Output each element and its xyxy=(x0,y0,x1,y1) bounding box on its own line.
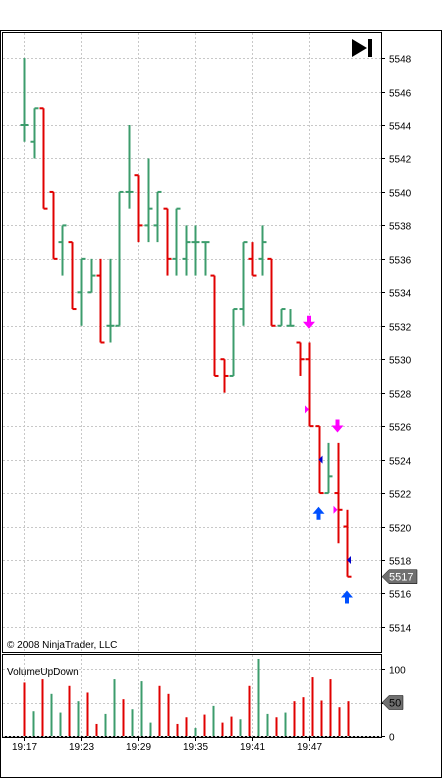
right-triangle-icon xyxy=(305,405,309,414)
ohlc-bar xyxy=(229,308,238,377)
volume-tick-label: 100 xyxy=(389,666,406,677)
ohlc-bar xyxy=(68,241,77,311)
ohlc-bar xyxy=(258,225,267,276)
price-tick-label: 5518 xyxy=(389,557,412,568)
ohlc-bar xyxy=(20,58,29,142)
down-arrow-icon xyxy=(303,315,315,329)
copyright-text: © 2008 NinjaTrader, LLC xyxy=(7,640,117,651)
current-volume-tag: 50 xyxy=(381,695,404,710)
price-tick-label: 5544 xyxy=(389,122,412,133)
ohlc-bar xyxy=(182,225,191,276)
ohlc-bar xyxy=(144,158,153,243)
time-tick-label: 19:47 xyxy=(297,742,322,753)
jump-to-end-icon[interactable] xyxy=(352,39,372,57)
ohlc-bar xyxy=(286,309,295,327)
ohlc-bar xyxy=(77,257,86,326)
ohlc-bar xyxy=(115,190,124,327)
price-tick-label: 5514 xyxy=(389,624,412,635)
ohlc-bar xyxy=(96,258,105,344)
price-tick-label: 5546 xyxy=(389,89,412,100)
chart-frame xyxy=(0,30,442,778)
ohlc-bar xyxy=(153,190,162,243)
ohlc-bar xyxy=(210,274,219,377)
price-tick-label: 5548 xyxy=(389,55,412,66)
ohlc-bar xyxy=(343,509,352,578)
signal-markers xyxy=(303,315,353,604)
current-volume-label: 50 xyxy=(389,698,401,710)
down-arrow-icon xyxy=(331,419,344,433)
ohlc-bar xyxy=(39,107,48,210)
time-tick-label: 19:41 xyxy=(240,742,265,753)
price-bars xyxy=(20,58,352,578)
price-tick-label: 5528 xyxy=(389,390,412,401)
price-tick-label: 5536 xyxy=(389,256,412,267)
ohlc-bar xyxy=(125,125,134,209)
volume-indicator-title: VolumeUpDown xyxy=(7,667,79,678)
price-tick-label: 5526 xyxy=(389,423,412,434)
time-tick-label: 19:29 xyxy=(126,742,151,753)
time-axis: 19:17 19:23 19:29 19:35 19:41 19:47 xyxy=(12,737,322,753)
current-price-tag: 5517 xyxy=(381,569,418,584)
price-grid xyxy=(3,33,381,652)
price-tick-label: 5542 xyxy=(389,155,412,166)
ohlc-bar xyxy=(305,342,314,428)
ohlc-bar xyxy=(324,442,333,495)
volume-grid xyxy=(3,655,381,737)
time-tick-label: 19:35 xyxy=(183,742,208,753)
ohlc-bar xyxy=(191,225,200,276)
ohlc-bar xyxy=(163,207,172,276)
ohlc-bar xyxy=(296,341,305,376)
price-tick-label: 5530 xyxy=(389,356,412,367)
ohlc-bar xyxy=(220,358,229,393)
current-price-label: 5517 xyxy=(389,572,413,584)
volume-tick-label: 0 xyxy=(389,733,395,744)
ohlc-bar xyxy=(30,107,39,159)
time-tick-label: 19:23 xyxy=(69,742,94,753)
left-triangle-icon xyxy=(318,455,323,464)
price-tick-label: 5532 xyxy=(389,323,412,334)
ohlc-bar xyxy=(334,442,343,544)
ohlc-bar xyxy=(106,258,115,343)
right-triangle-icon xyxy=(333,505,338,514)
price-tick-label: 5524 xyxy=(389,457,412,468)
price-tick-label: 5520 xyxy=(389,524,412,535)
ohlc-bar xyxy=(239,241,248,326)
up-arrow-icon xyxy=(341,590,353,604)
ohlc-bar xyxy=(49,190,58,260)
price-tick-label: 5522 xyxy=(389,490,412,501)
ohlc-bar xyxy=(134,174,143,243)
ohlc-bar xyxy=(267,257,276,327)
price-tick-label: 5534 xyxy=(389,289,412,300)
price-axis: 5514 5516 5518 5520 5522 5524 5526 5528 5530 5532… xyxy=(381,55,412,635)
ohlc-bar xyxy=(87,258,96,294)
price-panel xyxy=(2,32,382,653)
ohlc-bar xyxy=(172,207,181,276)
price-tick-label: 5540 xyxy=(389,189,412,200)
ohlc-bar xyxy=(248,242,257,277)
ohlc-bar xyxy=(277,308,286,327)
up-arrow-icon xyxy=(312,506,325,520)
left-triangle-icon xyxy=(347,555,351,564)
price-tick-label: 5538 xyxy=(389,222,412,233)
time-tick-label: 19:17 xyxy=(12,742,37,753)
ohlc-bar xyxy=(201,241,210,276)
volume-bars xyxy=(23,659,350,736)
ohlc-bar xyxy=(58,224,67,276)
price-tick-label: 5516 xyxy=(389,590,412,601)
